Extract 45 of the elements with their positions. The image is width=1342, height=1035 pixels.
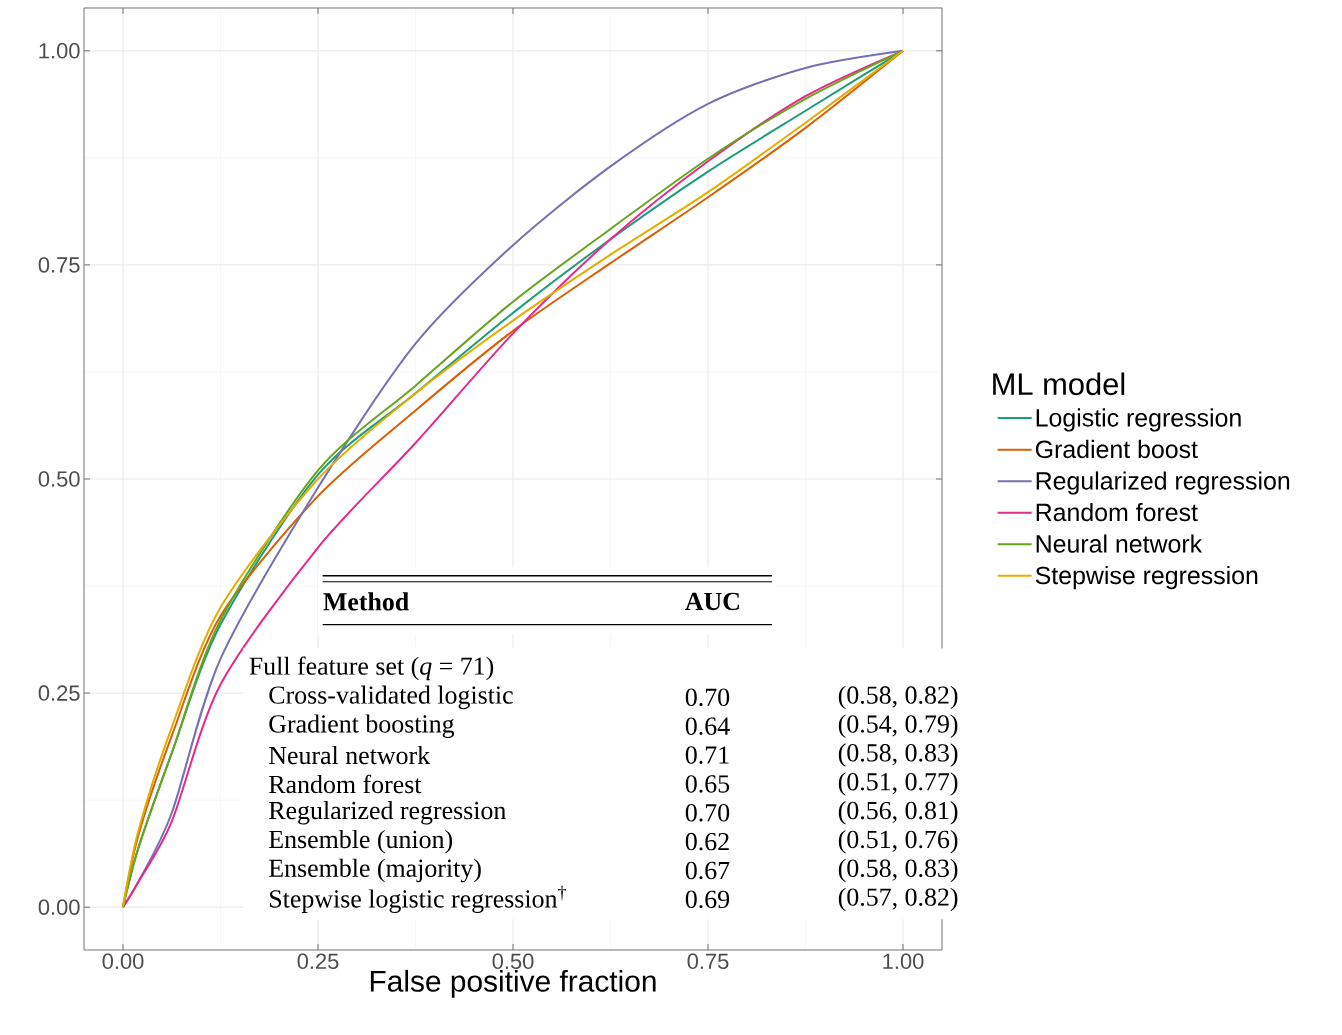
annotation: Neural network [269,745,431,765]
x-tick-label: 0.50 [492,953,534,970]
annotation: Cross-validated logistic [269,685,513,710]
y-tick-label: 0.00 [38,899,80,915]
annotation: AUC [685,592,739,611]
annotation: Ensemble (union) [269,829,453,854]
annotation: (0.54, 0.79) [838,714,958,738]
annotation: 0.65 [685,775,730,793]
x-tick-label: 0.00 [102,953,144,970]
legend-label: Stepwise regression [1035,565,1258,590]
x-tick-label: 0.75 [687,953,729,970]
x-tick-label: 0.25 [297,953,339,970]
annotation: (0.58, 0.83) [838,743,958,767]
annotation: (0.58, 0.82) [838,685,958,710]
y-tick-label: 0.75 [38,257,80,273]
annotation: Ensemble (majority) [269,858,481,883]
legend-label: Logistic regression [1036,408,1241,432]
annotation: Gradient boosting [269,714,455,739]
legend-label: Neural network [1036,534,1203,553]
annotation: Full feature set (q = 71) [249,656,494,681]
annotation: Stepwise logistic regression$^{†}$ [270,885,566,913]
y-tick-label: 0.25 [38,685,80,701]
legend-title: ML model [993,372,1125,396]
y-tick-label: 1.00 [39,43,80,59]
annotation: 0.71 [685,746,729,764]
annotation: 0.70 [685,804,730,822]
annotation: Random forest [269,774,422,794]
legend-label: Gradient boost [1035,439,1198,459]
annotation: 0.64 [685,717,730,736]
annotation: (0.51, 0.76) [838,829,958,854]
annotation: 0.62 [685,832,729,851]
legend-label: Random forest [1036,502,1198,522]
x-tick-label: 1.00 [883,953,924,970]
annotation: Method [323,592,409,611]
annotation: Regularized regression [269,801,506,825]
annotation: (0.56, 0.81) [838,801,958,825]
y-tick-label: 0.50 [38,471,80,487]
annotation: 0.70 [685,688,730,707]
x-axis-title: False positive fraction [370,969,656,998]
annotation: 0.67 [685,861,730,880]
legend-label: Regularized regression [1036,471,1290,495]
annotation: (0.58, 0.83) [838,858,958,883]
annotation: (0.57, 0.82) [838,887,958,912]
annotation: (0.51, 0.77) [838,772,958,796]
annotation: 0.69 [685,890,730,909]
